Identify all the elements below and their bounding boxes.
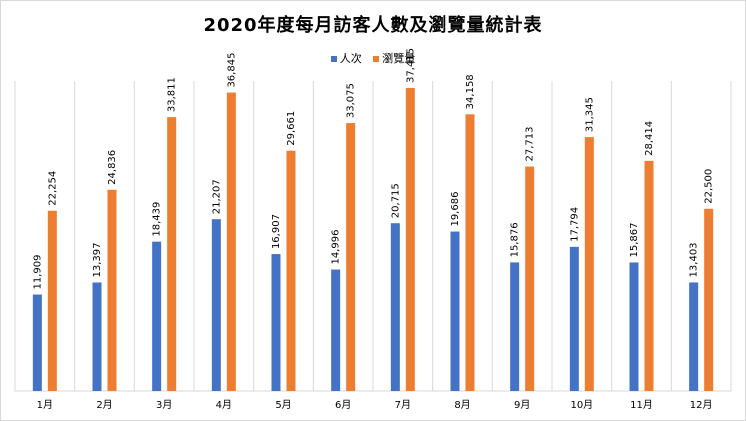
bar-visits bbox=[450, 231, 460, 391]
x-tick-label: 12月 bbox=[690, 399, 713, 411]
data-label-visits: 16,907 bbox=[271, 214, 282, 249]
legend-swatch-visits bbox=[330, 56, 337, 62]
data-label-pageviews: 28,414 bbox=[644, 121, 655, 156]
bar-visits bbox=[569, 246, 579, 391]
bar-visits bbox=[331, 269, 341, 391]
data-label-visits: 13,397 bbox=[92, 242, 103, 277]
x-tick-label: 5月 bbox=[275, 399, 291, 411]
bar-pageviews bbox=[584, 137, 594, 391]
bar-pageviews bbox=[286, 150, 296, 391]
bar-visits bbox=[92, 282, 102, 391]
data-label-pageviews: 33,075 bbox=[346, 83, 357, 118]
bar-pageviews bbox=[644, 160, 654, 391]
bar-pageviews bbox=[47, 210, 57, 391]
data-label-pageviews: 22,254 bbox=[47, 171, 58, 206]
bar-pageviews bbox=[107, 189, 117, 391]
bar-visits bbox=[629, 262, 639, 391]
data-label-pageviews: 31,345 bbox=[584, 97, 595, 132]
data-label-visits: 19,686 bbox=[450, 192, 461, 227]
x-tick-label: 6月 bbox=[335, 399, 351, 411]
legend-label-visits: 人次 bbox=[339, 52, 362, 65]
data-label-visits: 18,439 bbox=[152, 202, 163, 237]
x-tick-label: 9月 bbox=[514, 399, 530, 411]
data-label-visits: 21,207 bbox=[211, 179, 222, 214]
legend-item-pageviews: 瀏覽量 bbox=[373, 50, 415, 66]
legend-label-pageviews: 瀏覽量 bbox=[382, 52, 416, 65]
legend-item-visits: 人次 bbox=[330, 50, 362, 66]
x-tick-label: 8月 bbox=[454, 399, 470, 411]
x-tick-label: 7月 bbox=[395, 399, 411, 411]
bar-visits bbox=[390, 223, 400, 391]
data-label-visits: 15,867 bbox=[629, 222, 640, 257]
data-label-pageviews: 24,836 bbox=[107, 150, 118, 185]
data-label-visits: 15,876 bbox=[510, 222, 521, 257]
x-tick-label: 1月 bbox=[37, 399, 53, 411]
data-label-pageviews: 36,845 bbox=[226, 53, 237, 88]
chart-title: 2020年度每月訪客人數及瀏覽量統計表 bbox=[203, 15, 543, 36]
bar-pageviews bbox=[704, 208, 714, 391]
bar-visits bbox=[152, 241, 162, 391]
data-label-visits: 20,715 bbox=[390, 183, 401, 218]
x-tick-label: 10月 bbox=[570, 399, 593, 411]
x-tick-label: 11月 bbox=[630, 399, 653, 411]
bar-pageviews bbox=[346, 123, 356, 391]
x-tick-label: 4月 bbox=[216, 399, 232, 411]
bar-pageviews bbox=[465, 114, 475, 392]
x-tick-label: 2月 bbox=[96, 399, 112, 411]
data-label-visits: 14,996 bbox=[331, 230, 342, 265]
data-label-pageviews: 27,713 bbox=[525, 127, 536, 162]
data-label-visits: 13,403 bbox=[689, 242, 700, 277]
bar-visits bbox=[510, 262, 520, 391]
bar-pageviews bbox=[405, 87, 415, 391]
bar-visits bbox=[211, 219, 221, 391]
bar-visits bbox=[32, 294, 42, 391]
data-label-pageviews: 29,661 bbox=[286, 111, 297, 146]
x-tick-label: 3月 bbox=[156, 399, 172, 411]
data-label-pageviews: 37,415 bbox=[405, 48, 416, 83]
data-label-pageviews: 22,500 bbox=[704, 169, 715, 204]
legend-swatch-pageviews bbox=[373, 56, 380, 62]
bar-pageviews bbox=[167, 117, 177, 392]
data-label-pageviews: 33,811 bbox=[167, 77, 178, 112]
data-label-pageviews: 34,158 bbox=[465, 74, 476, 109]
bar-visits bbox=[271, 254, 281, 391]
data-label-visits: 11,909 bbox=[32, 255, 43, 290]
bar-pageviews bbox=[525, 166, 535, 391]
bar-visits bbox=[689, 282, 699, 391]
legend: 人次 瀏覽量 bbox=[0, 50, 746, 66]
data-label-visits: 17,794 bbox=[569, 207, 580, 242]
bar-pageviews bbox=[226, 92, 236, 392]
